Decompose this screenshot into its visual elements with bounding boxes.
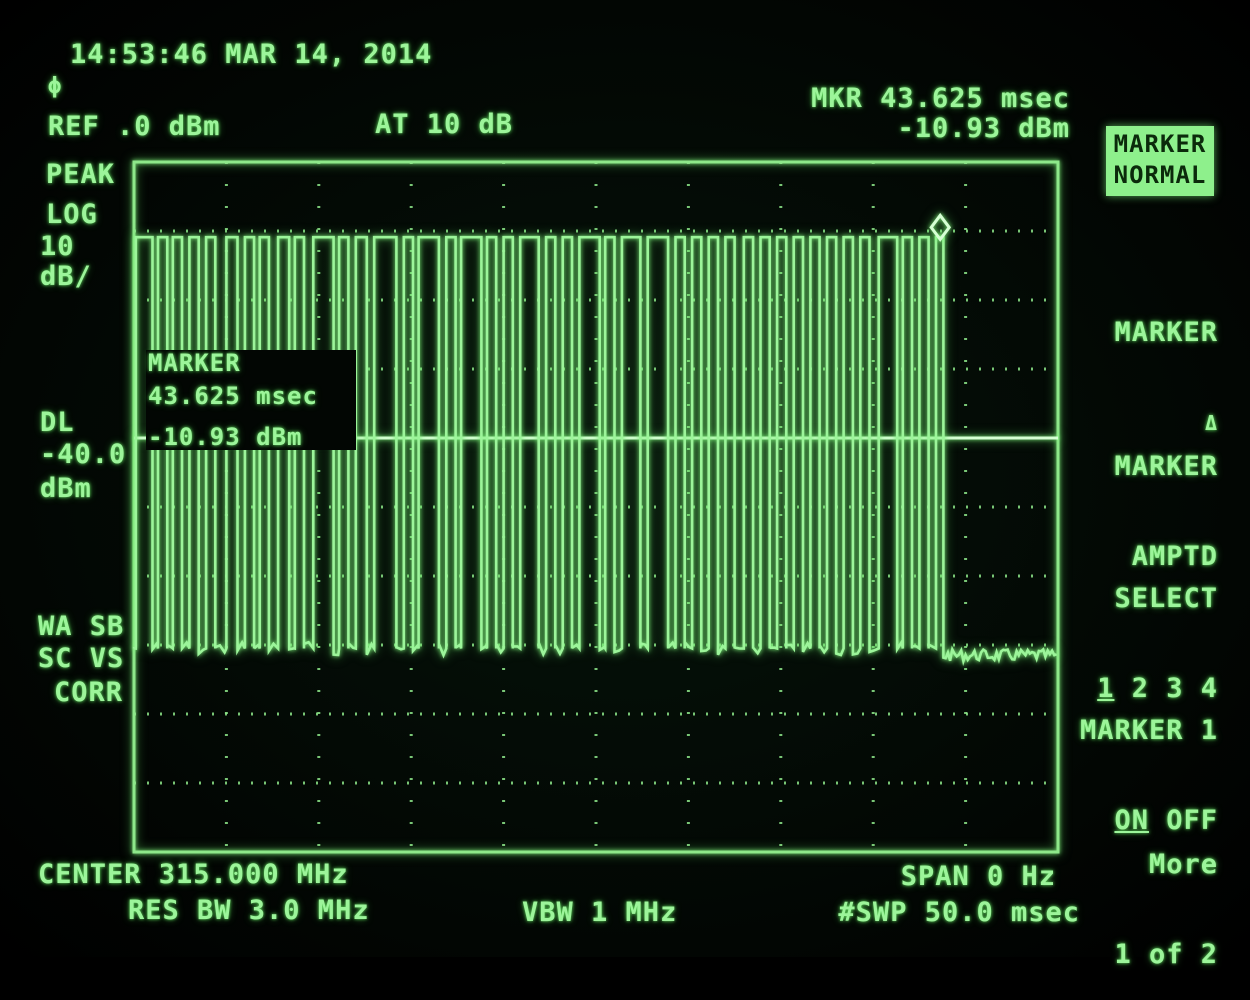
marker-readout-label: MKR 43.625 msec	[811, 83, 1070, 114]
timestamp: 14:53:46 MAR 14, 2014	[70, 39, 433, 70]
crt-screen	[0, 0, 1250, 957]
marker1-state: ON OFF	[1080, 806, 1218, 836]
marker-annotation-time: 43.625 msec	[148, 382, 318, 410]
marker-delta-line1: MARKER	[1114, 317, 1218, 348]
scale-value: 10	[40, 231, 75, 262]
marker-annotation-amplitude: -10.93 dBm	[148, 423, 303, 451]
select-line1: SELECT	[1114, 583, 1218, 614]
reference-level: REF .0 dBm	[48, 111, 221, 142]
select-option-1: 1	[1097, 673, 1115, 704]
resolution-bandwidth: RES BW 3.0 MHz	[128, 895, 370, 926]
marker-delta-softkey[interactable]: MARKER Δ	[1114, 258, 1218, 468]
marker1-on: ON	[1114, 805, 1149, 836]
display-line-label: DL	[40, 407, 75, 438]
scale-unit: dB/	[40, 261, 92, 292]
status-corr: CORR	[54, 677, 124, 708]
detector-mode: PEAK	[46, 159, 116, 190]
marker-diamond-icon	[929, 212, 952, 242]
marker-annotation	[146, 350, 356, 450]
video-bandwidth: VBW 1 MHz	[522, 897, 678, 928]
center-frequency: CENTER 315.000 MHz	[38, 859, 349, 890]
marker-amptd-line2: AMPTD	[1131, 541, 1218, 572]
status-sc-vs: SC VS	[38, 643, 125, 674]
marker-normal-softkey[interactable]: MARKER NORMAL	[1106, 126, 1214, 196]
status-wa-sb: WA SB	[38, 611, 125, 642]
more-line2: 1 of 2	[1114, 939, 1218, 970]
sweep-time: #SWP 50.0 msec	[838, 897, 1080, 928]
select-options-rest: 2 3 4	[1131, 673, 1218, 704]
more-softkey[interactable]: More 1 of 2	[1114, 790, 1218, 1000]
marker1-line1: MARKER 1	[1079, 715, 1218, 746]
trace-line	[132, 235, 1057, 667]
marker-annotation-title: MARKER	[148, 349, 241, 377]
marker-delta-line2: Δ	[1204, 411, 1218, 435]
more-line1: More	[1148, 849, 1218, 880]
display-line-value: -40.0	[40, 439, 127, 470]
select-options: 1 2 3 4	[1097, 674, 1218, 704]
marker-amptd-line1: MARKER	[1114, 451, 1218, 482]
attenuation: AT 10 dB	[375, 109, 514, 140]
marker-readout-value: -10.93 dBm	[897, 113, 1070, 144]
scale-type: LOG	[46, 199, 98, 230]
hp-logo-icon: ϕ	[48, 74, 63, 99]
select-softkey[interactable]: SELECT 1 2 3 4	[1097, 524, 1218, 734]
marker1-off: OFF	[1166, 805, 1218, 836]
marker-amptd-softkey[interactable]: MARKER AMPTD	[1114, 392, 1218, 602]
marker1-on-off-softkey[interactable]: MARKER 1 ON OFF	[1080, 656, 1218, 866]
span: SPAN 0 Hz	[900, 861, 1056, 892]
marker-normal-line2: NORMAL	[1113, 161, 1207, 189]
marker-normal-line1: MARKER	[1113, 130, 1207, 158]
display-line-unit: dBm	[40, 473, 92, 504]
